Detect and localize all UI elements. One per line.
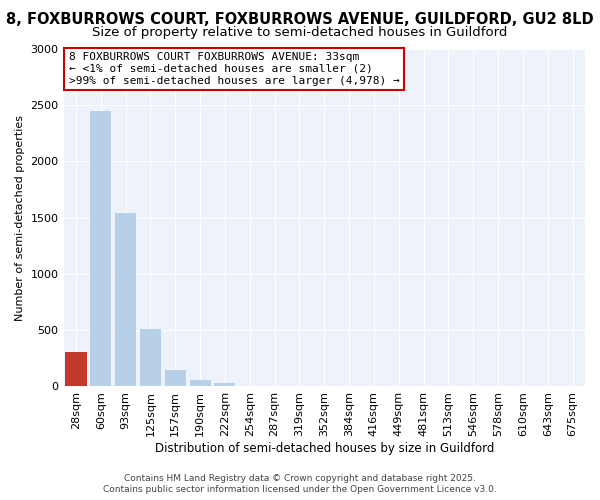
Bar: [190, 380, 211, 386]
X-axis label: Distribution of semi-detached houses by size in Guildford: Distribution of semi-detached houses by …: [155, 442, 494, 455]
Bar: [140, 329, 161, 386]
Bar: [115, 213, 136, 386]
Bar: [214, 382, 235, 386]
Bar: [65, 352, 86, 386]
Text: Size of property relative to semi-detached houses in Guildford: Size of property relative to semi-detach…: [92, 26, 508, 39]
Text: 8 FOXBURROWS COURT FOXBURROWS AVENUE: 33sqm
← <1% of semi-detached houses are sm: 8 FOXBURROWS COURT FOXBURROWS AVENUE: 33…: [69, 52, 400, 86]
Bar: [90, 111, 112, 386]
Y-axis label: Number of semi-detached properties: Number of semi-detached properties: [15, 114, 25, 320]
Text: Contains HM Land Registry data © Crown copyright and database right 2025.
Contai: Contains HM Land Registry data © Crown c…: [103, 474, 497, 494]
Bar: [165, 370, 186, 386]
Text: 8, FOXBURROWS COURT, FOXBURROWS AVENUE, GUILDFORD, GU2 8LD: 8, FOXBURROWS COURT, FOXBURROWS AVENUE, …: [6, 12, 594, 28]
